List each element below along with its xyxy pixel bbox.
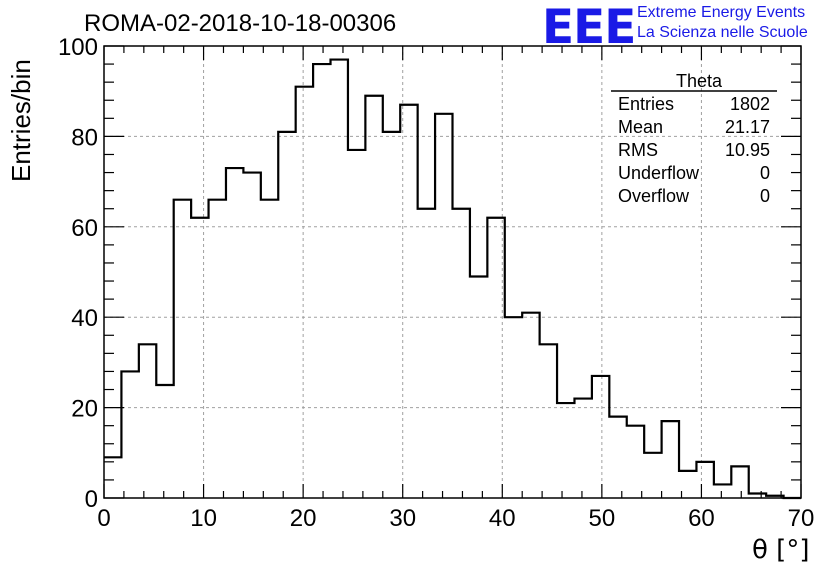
histogram-bin <box>156 385 173 498</box>
x-tick-label: 60 <box>688 505 715 532</box>
x-tick-label: 70 <box>788 505 815 532</box>
histogram-bin <box>435 114 452 498</box>
chart-title: ROMA-02-2018-10-18-00306 <box>84 10 397 37</box>
x-axis-label: θ [°] <box>752 535 810 565</box>
histogram-bin <box>522 313 539 498</box>
x-tick-label: 10 <box>190 505 217 532</box>
stats-label: Entries <box>618 94 674 114</box>
y-tick-label: 100 <box>58 34 98 61</box>
stats-value: 10.95 <box>725 140 770 160</box>
stats-label: RMS <box>618 140 658 160</box>
histogram-bin <box>243 173 260 498</box>
histogram-bin <box>121 371 138 498</box>
stats-title: Theta <box>676 71 723 91</box>
stats-label: Mean <box>618 117 663 137</box>
histogram-bin <box>592 376 609 498</box>
tick-labels: 0 10 20 30 40 50 60 70 0 20 40 60 80 100 <box>58 34 814 532</box>
histogram-bin <box>331 60 348 498</box>
histogram-bin <box>383 132 400 498</box>
histogram-series <box>104 58 801 500</box>
logo-line-2: La Scienza nelle Scuole <box>637 24 808 41</box>
histogram-bin <box>365 96 382 498</box>
stats-value: 0 <box>760 163 770 183</box>
histogram-bin <box>574 399 591 498</box>
histogram-bin <box>731 466 748 498</box>
x-tick-label: 20 <box>290 505 317 532</box>
histogram-bin <box>278 132 295 498</box>
histogram-bin <box>696 462 713 498</box>
stats-value: 21.17 <box>725 117 770 137</box>
histogram-bin <box>470 277 487 498</box>
histogram-bin <box>453 209 470 498</box>
histogram-bin <box>400 105 417 498</box>
histogram-bin <box>104 457 121 498</box>
stats-value: 1802 <box>730 94 770 114</box>
logo-line-1: Extreme Energy Events <box>637 4 806 21</box>
histogram-bin <box>261 200 278 498</box>
plot-frame <box>103 45 802 499</box>
histogram-bin <box>139 344 156 498</box>
histogram-bin <box>296 87 313 498</box>
y-tick-label: 80 <box>71 124 98 151</box>
y-tick-label: 20 <box>71 396 98 423</box>
histogram-bin <box>348 150 365 498</box>
histogram-bin <box>313 64 330 498</box>
x-tick-label: 0 <box>97 505 110 532</box>
histogram-bin <box>418 209 435 498</box>
histogram-bin <box>644 453 661 498</box>
histogram-line <box>104 58 801 500</box>
histogram-bin <box>209 200 226 498</box>
y-tick-label: 0 <box>85 486 98 513</box>
histogram-bin <box>609 417 626 498</box>
histogram-bin <box>505 317 522 498</box>
histogram-bin <box>662 421 679 498</box>
histogram-bin <box>226 168 243 498</box>
histogram-bin <box>540 344 557 498</box>
y-tick-label: 40 <box>71 305 98 332</box>
stats-value: 0 <box>760 186 770 206</box>
y-tick-label: 60 <box>71 215 98 242</box>
histogram-bin <box>557 403 574 498</box>
histogram-bin <box>174 200 191 498</box>
x-tick-label: 40 <box>489 505 516 532</box>
axes <box>103 45 802 499</box>
histogram-bin <box>191 218 208 498</box>
stats-label: Underflow <box>618 163 700 183</box>
stats-label: Overflow <box>618 186 690 206</box>
histogram-bin <box>487 218 504 498</box>
x-tick-label: 50 <box>589 505 616 532</box>
histogram-bin <box>627 426 644 498</box>
x-tick-label: 30 <box>389 505 416 532</box>
histogram-bin <box>714 484 731 498</box>
